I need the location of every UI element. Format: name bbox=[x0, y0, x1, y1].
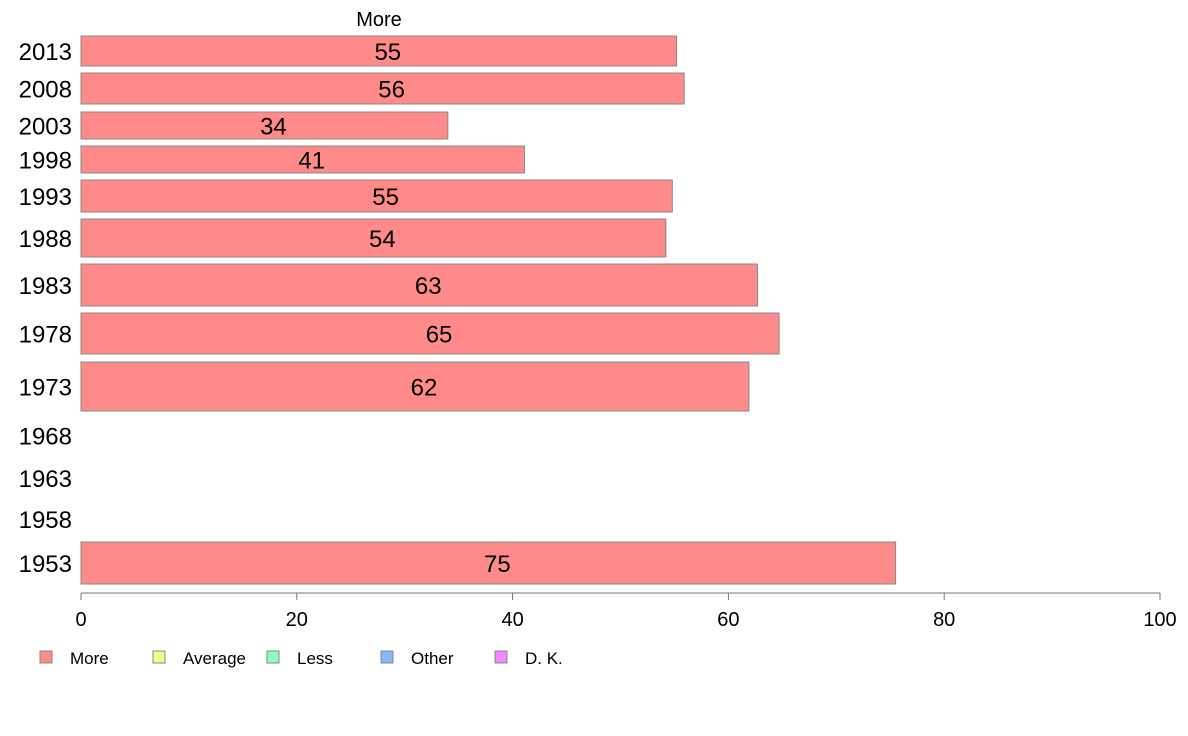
category-label: 1983 bbox=[19, 273, 72, 300]
category-label: 1988 bbox=[19, 226, 72, 253]
category-label: 1953 bbox=[19, 551, 72, 578]
data-label: 75 bbox=[484, 551, 511, 578]
legend-label: Less bbox=[297, 649, 333, 668]
data-label: 54 bbox=[369, 226, 396, 253]
legend-label: Average bbox=[183, 649, 246, 668]
bar bbox=[80, 263, 759, 307]
x-axis: 0 20 40 60 80 100 bbox=[75, 592, 1177, 631]
legend-swatch bbox=[494, 650, 508, 664]
bar bbox=[80, 361, 750, 412]
category-label: 1993 bbox=[19, 184, 72, 211]
data-label: 55 bbox=[374, 39, 401, 66]
legend-label: D. K. bbox=[525, 649, 563, 668]
bar bbox=[80, 179, 673, 213]
x-tick-label: 100 bbox=[1143, 609, 1176, 631]
data-label: 62 bbox=[411, 375, 438, 402]
legend-swatch bbox=[39, 650, 53, 664]
category-labels: 2013 2008 2003 1998 1993 1988 1983 1978 1973 1968… bbox=[19, 39, 72, 578]
data-label: 41 bbox=[298, 148, 325, 175]
category-label: 1973 bbox=[19, 375, 72, 402]
bar bbox=[80, 541, 897, 585]
bar bbox=[80, 35, 678, 67]
bar bbox=[80, 145, 525, 174]
x-tick-label: 60 bbox=[717, 609, 739, 631]
legend-swatch bbox=[380, 650, 394, 664]
legend-item: Less bbox=[266, 649, 333, 668]
category-label: 1978 bbox=[19, 322, 72, 349]
data-label: 34 bbox=[260, 114, 287, 141]
data-label: 55 bbox=[372, 184, 399, 211]
x-tick-label: 80 bbox=[933, 609, 955, 631]
legend-item: D. K. bbox=[494, 649, 563, 668]
bar bbox=[80, 218, 667, 258]
x-tick-label: 20 bbox=[286, 609, 308, 631]
value-labels: 55 56 34 41 55 54 63 65 62 75 bbox=[260, 39, 511, 578]
bar bbox=[80, 72, 685, 105]
x-tick-label: 40 bbox=[501, 609, 523, 631]
data-label: 65 bbox=[426, 322, 453, 349]
bar bbox=[80, 111, 449, 140]
legend-item: More bbox=[39, 649, 109, 668]
category-label: 1958 bbox=[19, 507, 72, 534]
legend-swatch bbox=[152, 650, 166, 664]
data-label: 63 bbox=[415, 273, 442, 300]
legend-item: Other bbox=[380, 649, 454, 668]
category-label: 2013 bbox=[19, 39, 72, 66]
category-label: 1963 bbox=[19, 466, 72, 493]
bars-layer bbox=[80, 35, 897, 585]
category-label: 1998 bbox=[19, 148, 72, 175]
legend-swatch bbox=[266, 650, 280, 664]
category-label: 2008 bbox=[19, 77, 72, 104]
data-label: 56 bbox=[378, 77, 405, 104]
legend-label: More bbox=[70, 649, 109, 668]
legend: More Average Less Other D. K. bbox=[39, 649, 563, 668]
legend-label: Other bbox=[411, 649, 454, 668]
category-label: 1968 bbox=[19, 424, 72, 451]
x-tick-label: 0 bbox=[75, 609, 86, 631]
series-title: More bbox=[356, 9, 402, 31]
category-label: 2003 bbox=[19, 114, 72, 141]
legend-item: Average bbox=[152, 649, 246, 668]
bar bbox=[80, 312, 780, 355]
